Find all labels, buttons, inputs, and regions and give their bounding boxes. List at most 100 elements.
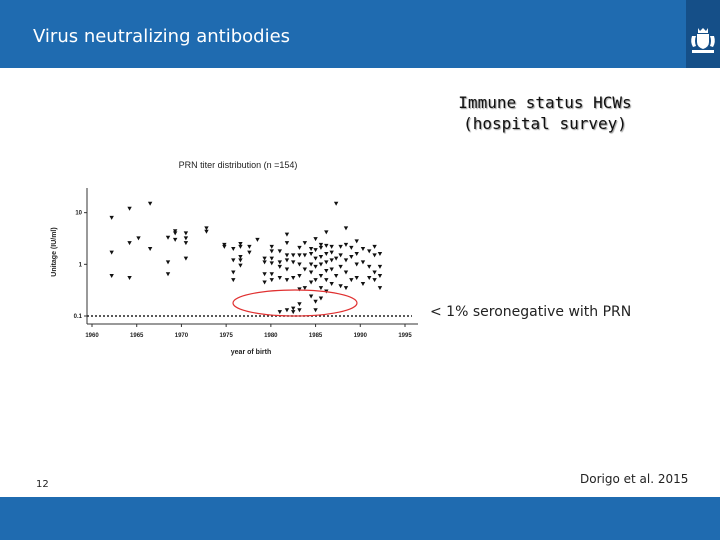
data-point bbox=[377, 264, 383, 269]
data-point bbox=[377, 286, 383, 291]
data-point bbox=[277, 264, 282, 269]
data-point bbox=[329, 244, 334, 249]
data-point bbox=[231, 278, 236, 283]
data-point bbox=[372, 244, 377, 249]
y-tick-label: 10 bbox=[75, 211, 82, 217]
data-point bbox=[329, 267, 334, 272]
data-point bbox=[269, 244, 274, 249]
data-point bbox=[329, 250, 334, 255]
data-point bbox=[324, 268, 329, 273]
data-point bbox=[204, 229, 209, 234]
data-point bbox=[238, 263, 243, 268]
data-point bbox=[338, 244, 343, 249]
prn-titer-chart: PRN titer distribution (n =154) 1960 1965… bbox=[48, 152, 428, 367]
subtitle: Immune status HCWs (hospital survey) bbox=[400, 92, 690, 134]
chart-title: PRN titer distribution (n =154) bbox=[179, 160, 298, 170]
data-point bbox=[231, 246, 236, 251]
data-point bbox=[302, 241, 308, 246]
data-point bbox=[324, 278, 329, 283]
data-point bbox=[291, 306, 296, 311]
data-point bbox=[318, 262, 324, 267]
data-point bbox=[367, 249, 372, 254]
logo-box bbox=[686, 0, 720, 68]
data-point bbox=[297, 253, 302, 258]
scatter-plot: PRN titer distribution (n =154) 1960 1965… bbox=[51, 160, 418, 356]
data-point bbox=[247, 250, 252, 255]
data-point bbox=[318, 273, 324, 278]
subtitle-line-2: (hospital survey) bbox=[463, 114, 627, 133]
data-point bbox=[183, 231, 189, 236]
data-point bbox=[297, 302, 302, 307]
slide-title: Virus neutralizing antibodies bbox=[33, 26, 291, 47]
data-point bbox=[338, 284, 343, 289]
data-point bbox=[313, 237, 318, 242]
data-point bbox=[297, 262, 302, 267]
data-point bbox=[297, 273, 302, 278]
data-point bbox=[354, 275, 359, 280]
y-ticks: 0.1 1 10 bbox=[74, 211, 87, 320]
data-point bbox=[127, 275, 132, 280]
data-point bbox=[313, 264, 318, 269]
seronegative-highlight-ellipse bbox=[232, 289, 358, 317]
data-point bbox=[343, 286, 349, 291]
data-point bbox=[284, 278, 290, 283]
data-point bbox=[277, 310, 282, 315]
data-point bbox=[324, 243, 329, 248]
data-point bbox=[291, 275, 296, 280]
data-point bbox=[204, 226, 209, 231]
data-point bbox=[136, 236, 141, 241]
data-point bbox=[360, 260, 366, 265]
data-point bbox=[297, 245, 302, 250]
data-point bbox=[318, 296, 324, 301]
data-point bbox=[313, 299, 318, 304]
data-point bbox=[284, 241, 290, 246]
data-point bbox=[372, 253, 377, 258]
x-ticks: 1960 1965 1970 1975 1980 1985 1990 1995 bbox=[85, 324, 412, 339]
data-point bbox=[277, 260, 282, 265]
data-point bbox=[284, 253, 290, 258]
data-point bbox=[333, 201, 339, 206]
data-point bbox=[360, 281, 366, 286]
data-point bbox=[247, 244, 252, 249]
data-point bbox=[165, 235, 171, 240]
x-tick-label: 1975 bbox=[219, 333, 233, 339]
data-point bbox=[349, 245, 354, 250]
data-point bbox=[338, 264, 343, 269]
data-point bbox=[338, 253, 343, 258]
data-point bbox=[329, 281, 334, 286]
data-point bbox=[238, 244, 243, 249]
data-point bbox=[262, 272, 267, 277]
y-tick-label: 1 bbox=[79, 262, 83, 268]
data-point bbox=[172, 229, 178, 234]
data-point bbox=[284, 232, 290, 237]
data-point bbox=[343, 226, 349, 231]
data-point bbox=[172, 231, 178, 236]
data-point bbox=[367, 275, 372, 280]
data-point bbox=[372, 270, 377, 275]
x-tick-label: 1985 bbox=[309, 333, 323, 339]
data-point bbox=[262, 280, 267, 285]
data-point bbox=[318, 254, 324, 259]
x-tick-label: 1970 bbox=[175, 333, 189, 339]
data-point bbox=[313, 256, 318, 261]
data-point bbox=[109, 273, 114, 278]
data-point bbox=[284, 267, 290, 272]
data-point bbox=[238, 254, 243, 259]
y-axis-label: Unitage (IU/ml) bbox=[51, 227, 58, 276]
data-point bbox=[284, 258, 290, 263]
data-point bbox=[354, 251, 359, 256]
data-point bbox=[354, 262, 359, 267]
data-point bbox=[333, 256, 339, 261]
y-tick-label: 0.1 bbox=[74, 314, 83, 320]
data-point bbox=[147, 201, 153, 206]
data-point bbox=[354, 239, 359, 244]
x-tick-label: 1995 bbox=[398, 333, 412, 339]
data-point bbox=[308, 270, 314, 275]
data-point bbox=[308, 280, 314, 285]
data-point bbox=[308, 246, 314, 251]
data-point bbox=[324, 260, 329, 265]
data-point bbox=[318, 242, 324, 247]
x-tick-label: 1965 bbox=[130, 333, 144, 339]
data-point bbox=[269, 261, 274, 266]
data-point bbox=[147, 246, 153, 251]
